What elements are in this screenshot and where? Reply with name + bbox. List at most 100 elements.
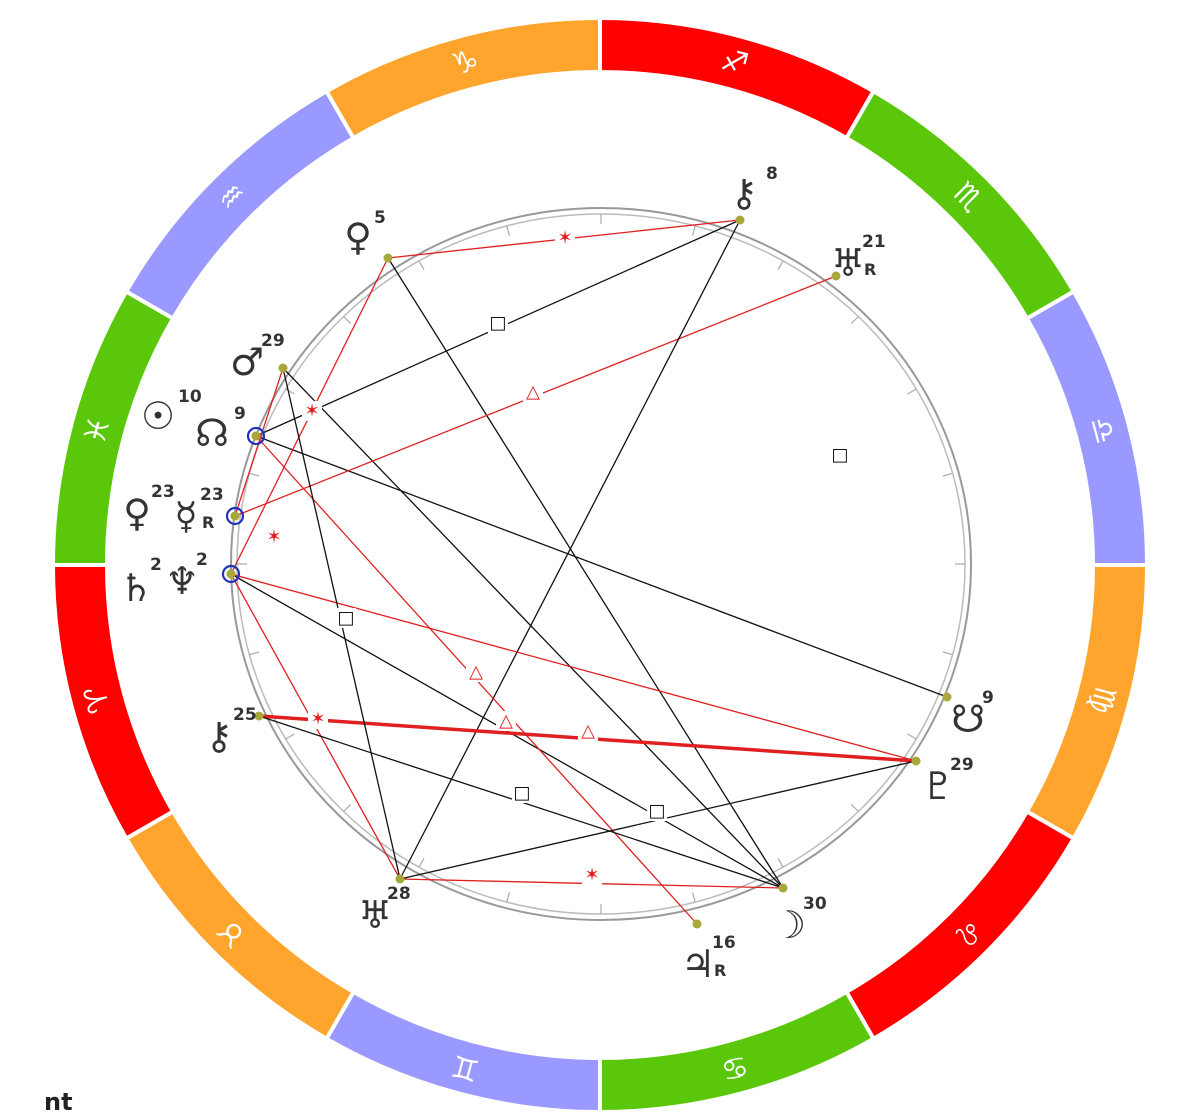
aspect-lines: ✶ □ △ □ ✶ ✶ △ △ △ ✶ □ □ ✶ □	[230, 219, 948, 925]
planet-glyph-icon: ☉	[141, 394, 175, 438]
aspect-symbol-bg	[555, 228, 575, 248]
aspect-symbol-bg	[647, 801, 667, 821]
planet-degree: 23	[151, 482, 175, 502]
conjunction-ring	[225, 506, 245, 526]
planet-glyph-icon: ♃	[681, 942, 715, 986]
planet-degree: 16	[712, 933, 736, 953]
aspect-symbol-bg	[336, 608, 356, 628]
circle-tick	[506, 225, 510, 236]
aspect-symbol-square: □	[489, 313, 506, 334]
planet-dot	[226, 569, 236, 579]
conjunction-ring	[246, 426, 266, 446]
circle-tick	[692, 892, 696, 903]
planet-glyph-icon: ⚷	[730, 171, 758, 215]
planet-degree: 30	[803, 894, 827, 914]
planet-degree: 2	[196, 550, 208, 570]
circle-tick	[850, 803, 859, 812]
conjunction-ring	[221, 564, 241, 584]
circle-tick	[907, 388, 917, 395]
retrograde-marker: R	[714, 961, 726, 980]
circle-tick	[285, 388, 295, 395]
planet-uranus-alt: ♅28	[358, 874, 411, 937]
aspect-symbol-bg	[582, 865, 602, 885]
planet-glyph-icon: ☋	[951, 697, 985, 741]
planet-degree: 9	[982, 688, 994, 708]
planet-degree: 10	[178, 387, 202, 407]
retrograde-marker: R	[202, 513, 214, 532]
planet-neptune: ♆2	[165, 550, 241, 603]
aspect-symbol-bg	[578, 721, 598, 741]
planet-degree: 23	[200, 485, 224, 505]
planet-dot	[395, 874, 405, 884]
circle-tick	[777, 260, 784, 270]
aspect-symbol-bg	[523, 382, 543, 402]
planet-degree: 21	[862, 232, 886, 252]
planet-uranus: ♅21 R	[831, 232, 886, 285]
zodiac-segment-capricorn	[323, 15, 602, 141]
circle-tick	[343, 803, 352, 812]
planet-south-node: ☋9	[942, 688, 994, 741]
planet-dot	[692, 919, 702, 929]
planet-jupiter: ♃16 R	[681, 919, 736, 986]
retrograde-marker: R	[864, 260, 876, 279]
aspect-symbol-trine: △	[526, 382, 540, 403]
aspect-symbol-square: □	[831, 445, 848, 466]
circle-tick	[249, 472, 260, 477]
planet-glyph-icon: ☊	[195, 411, 229, 455]
aspect-symbol-bg	[830, 445, 850, 465]
circle-tick	[850, 316, 859, 325]
aspect-symbol-sextile: ✶	[266, 527, 281, 548]
circle-tick	[942, 651, 953, 656]
planet-dot	[383, 253, 393, 263]
planet-moon: ☽30	[772, 883, 827, 947]
planet-degree: 8	[766, 164, 778, 184]
planet-chiron: ⚷ 8	[730, 164, 778, 225]
aspect-symbol-bg	[512, 783, 532, 803]
aspect-symbol-sextile: ✶	[557, 228, 572, 249]
zodiac-ring: ♐♏♎♍♌♋♊♉♈♓♒♑	[50, 15, 1150, 1115]
aspect-symbol-sextile: ✶	[584, 865, 599, 886]
planet-glyph-icon: ♄	[119, 566, 153, 610]
planet-glyph-icon: ♂	[230, 340, 264, 384]
circle-tick	[343, 316, 352, 325]
aspect-symbol-trine: △	[499, 711, 513, 732]
aspect-symbol-sextile: ✶	[304, 401, 319, 422]
planet-proserpina: ♇29	[911, 755, 974, 808]
planet-glyph-icon: ♇	[921, 764, 955, 808]
planet-glyph-icon: ♀	[123, 491, 151, 535]
planet-node: ☊ 9	[195, 404, 266, 455]
house-circle-outer	[230, 207, 972, 921]
planet-chiron-asc: ⚷ 25	[205, 705, 264, 758]
aspect-symbol-square: □	[337, 608, 354, 629]
aspect-line-chiron-uranus-alt	[399, 219, 741, 880]
planet-degree: 28	[387, 884, 411, 904]
aspect-symbol-bg	[488, 313, 508, 333]
circle-tick	[692, 225, 696, 236]
planet-dot	[831, 271, 841, 281]
house-circle	[230, 207, 972, 921]
circle-tick	[506, 892, 510, 903]
aspect-line-sun-south-node	[255, 435, 948, 698]
footer-text: nt	[44, 1088, 73, 1116]
planet-dot	[230, 511, 240, 521]
planet-dot	[911, 756, 921, 766]
aspect-symbol-bg	[302, 401, 322, 421]
aspect-line-mars-venus	[234, 367, 284, 517]
planet-mars: ♂29	[230, 331, 288, 384]
aspect-symbol-sextile: ✶	[310, 709, 325, 730]
planet-degree: 29	[261, 331, 285, 351]
planet-dot	[254, 711, 264, 721]
planet-glyph-icon: ♆	[165, 559, 199, 603]
planet-pluto: ♀ 5	[344, 208, 393, 263]
circle-tick	[418, 260, 425, 270]
aspect-symbol-bg	[264, 527, 284, 547]
aspect-symbol-trine: △	[581, 721, 595, 742]
aspect-line-pluto-moon	[387, 257, 784, 889]
aspect-symbol-square: □	[513, 783, 530, 804]
planet-dot	[278, 363, 288, 373]
aspect-line-mars-moon	[282, 367, 784, 889]
aspect-symbol-trine: △	[469, 662, 483, 683]
aspect-symbol-square: □	[648, 801, 665, 822]
circle-tick	[249, 651, 260, 656]
